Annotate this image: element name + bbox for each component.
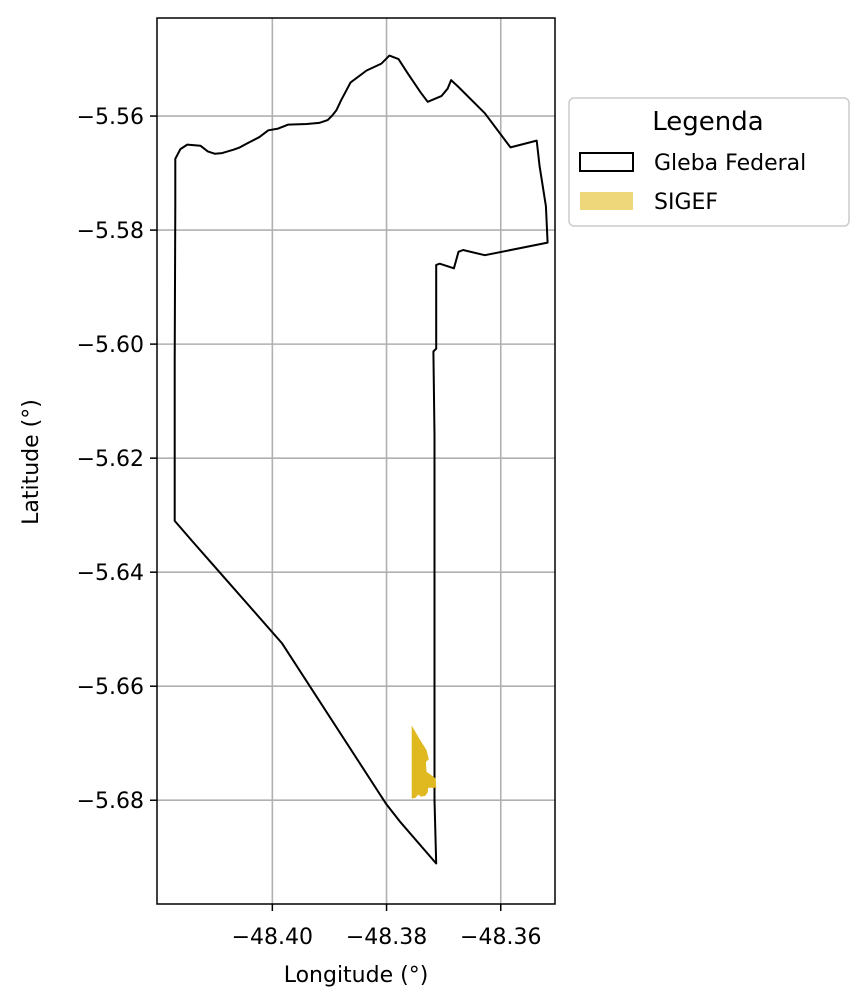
y-tick-label: −5.60 [77,333,144,358]
x-axis-ticks: −48.40 −48.38 −48.36 [232,904,541,950]
y-axis-label: Latitude (°) [19,399,44,525]
y-tick-label: −5.68 [77,789,144,814]
y-tick-label: −5.66 [77,675,144,700]
legend-sigef-label: SIGEF [654,190,718,215]
x-tick-label: −48.36 [460,925,541,950]
gleba-federal-layer [173,54,549,865]
x-tick-label: −48.38 [346,925,427,950]
legend: Legenda Gleba Federal SIGEF [568,97,850,227]
y-axis-ticks: −5.56 −5.58 −5.60 −5.62 −5.64 −5.66 −5.68 [77,105,157,814]
axes-background [157,18,555,904]
y-tick-label: −5.58 [77,219,144,244]
x-tick-label: −48.40 [232,925,313,950]
legend-gleba-swatch [579,152,634,172]
legend-box [568,97,850,227]
grid [157,18,555,904]
x-axis-label: Longitude (°) [284,963,429,988]
y-tick-label: −5.64 [77,561,144,586]
gleba-federal-polygon [173,54,549,865]
legend-title: Legenda [652,107,763,137]
y-tick-label: −5.56 [77,105,144,130]
legend-sigef-swatch [580,192,633,210]
y-tick-label: −5.62 [77,447,144,472]
plot-area: −48.40 −48.38 −48.36 −5.56−5.58−5.60−5.62−… [77,17,556,950]
legend-gleba-label: Gleba Federal [654,151,806,176]
sigef-layer [411,725,437,799]
sigef-polygon [411,725,437,799]
axes-frame [156,17,556,905]
